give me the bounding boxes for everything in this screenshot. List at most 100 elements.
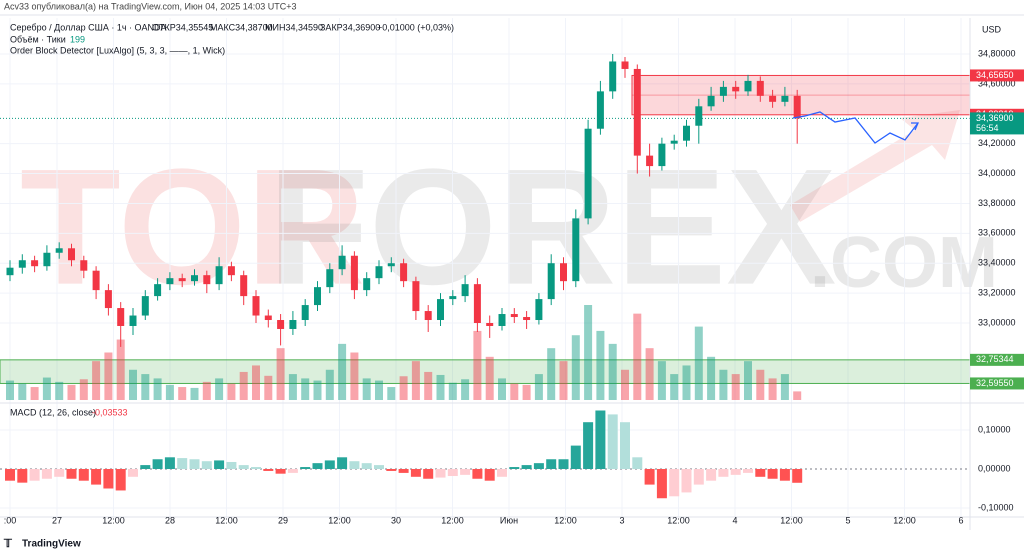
time-label: Июн xyxy=(500,515,518,525)
macd-bar xyxy=(337,457,348,469)
macd-bar xyxy=(41,469,52,479)
time-axis: :00 27 12:00 28 12:00 29 12:00 30 12:00 Июн 12:00 3… xyxy=(4,515,964,525)
macd-bar xyxy=(779,469,790,481)
volume-bar xyxy=(756,369,765,400)
candle-body xyxy=(424,311,432,321)
candle-body xyxy=(596,91,604,129)
macd-bar xyxy=(103,469,114,489)
candle-body xyxy=(375,266,383,279)
macd-bar xyxy=(251,467,261,469)
volume-bar xyxy=(215,378,224,400)
candle-body xyxy=(473,284,481,323)
last-price-tag: 34,36900 xyxy=(976,113,1014,123)
last-price-bg xyxy=(970,112,1024,135)
volume-bar xyxy=(387,387,396,400)
time-label: 3 xyxy=(619,515,624,525)
volume-bar xyxy=(141,374,150,400)
volume-bar xyxy=(399,376,408,400)
volume-bar xyxy=(92,361,101,400)
volume-bar xyxy=(190,387,199,400)
volume-bar xyxy=(780,374,789,400)
candle-body xyxy=(154,284,162,297)
order-block-top-tag: 32,75344 xyxy=(976,354,1014,364)
candle-body xyxy=(769,95,777,102)
price-tick-label: 33,40000 xyxy=(978,258,1016,268)
price-tick-label: 33,60000 xyxy=(978,228,1016,238)
candle-body xyxy=(301,305,309,321)
volume-bar xyxy=(79,379,88,400)
macd-bar xyxy=(558,459,569,469)
volume-bar xyxy=(731,374,740,400)
candle-body xyxy=(535,299,543,321)
macd-bar xyxy=(681,469,692,493)
macd-bar xyxy=(484,469,495,481)
macd-bar xyxy=(792,469,803,483)
macd-label: MACD (12, 26, close) xyxy=(10,407,96,417)
macd-bar xyxy=(386,469,397,471)
macd-bar xyxy=(755,469,766,477)
macd-bar xyxy=(78,469,89,481)
macd-bar xyxy=(447,469,458,477)
candle-body xyxy=(240,275,248,297)
order-block-bottom-tag-bg xyxy=(970,377,1024,390)
time-label: :00 xyxy=(4,515,17,525)
candle-body xyxy=(203,275,211,285)
volume-bar xyxy=(608,343,617,400)
macd-bar xyxy=(29,469,40,481)
candle-body xyxy=(498,314,506,326)
candle-body xyxy=(695,106,703,126)
macd-bar xyxy=(91,469,102,485)
macd-bar xyxy=(140,465,151,469)
volume-bar xyxy=(42,377,51,400)
volume-bar xyxy=(301,378,310,400)
candle-body xyxy=(781,95,789,102)
candle-body xyxy=(68,248,75,261)
price-tick-label: 34,00000 xyxy=(978,168,1016,178)
candle-body xyxy=(547,263,555,300)
volume-bar xyxy=(239,371,248,400)
candle-body xyxy=(572,218,580,282)
candle-body xyxy=(363,278,371,291)
macd-bar xyxy=(177,458,188,469)
volume-bar xyxy=(645,348,654,400)
forecast-path xyxy=(792,111,919,144)
volume-bar xyxy=(510,383,519,400)
volume-bar xyxy=(55,381,64,400)
macd-bar xyxy=(226,461,237,469)
candle-body xyxy=(178,278,186,282)
candle-body xyxy=(191,275,198,282)
volume-bar xyxy=(485,356,494,400)
candle-body xyxy=(350,255,358,291)
candle-body xyxy=(510,314,518,318)
candle-body xyxy=(400,263,408,282)
volume-bar xyxy=(436,374,445,400)
candle-body xyxy=(560,263,567,282)
macd-bar xyxy=(54,469,65,477)
price-tick-label: 33,20000 xyxy=(978,287,1016,297)
macd-panel xyxy=(0,410,970,509)
macd-bar xyxy=(656,469,667,499)
candle-body xyxy=(92,270,100,291)
volume-bar xyxy=(547,348,556,400)
candle-body xyxy=(437,299,444,321)
macd-tick-label: -0,10000 xyxy=(978,502,1014,512)
macd-bar xyxy=(472,469,483,479)
volume-bar xyxy=(411,361,420,400)
watermark: TOR FOREX .COM xyxy=(20,110,998,319)
volume-bar xyxy=(682,365,691,400)
countdown: 56:54 xyxy=(976,123,999,133)
volume-bar xyxy=(350,352,359,400)
macd-bar xyxy=(644,469,655,485)
candle-body xyxy=(215,266,223,285)
order-blocks xyxy=(0,74,971,384)
volume-bar xyxy=(448,382,457,400)
macd-bar xyxy=(300,467,311,469)
candle-body xyxy=(104,290,112,309)
macd-bar xyxy=(583,422,594,469)
candle-body xyxy=(670,140,678,144)
price-tick-label: 34,20000 xyxy=(978,138,1016,148)
macd-bar xyxy=(374,465,384,469)
macd-bar xyxy=(410,469,421,477)
volume-bar xyxy=(375,380,383,400)
macd-bar xyxy=(189,459,200,469)
